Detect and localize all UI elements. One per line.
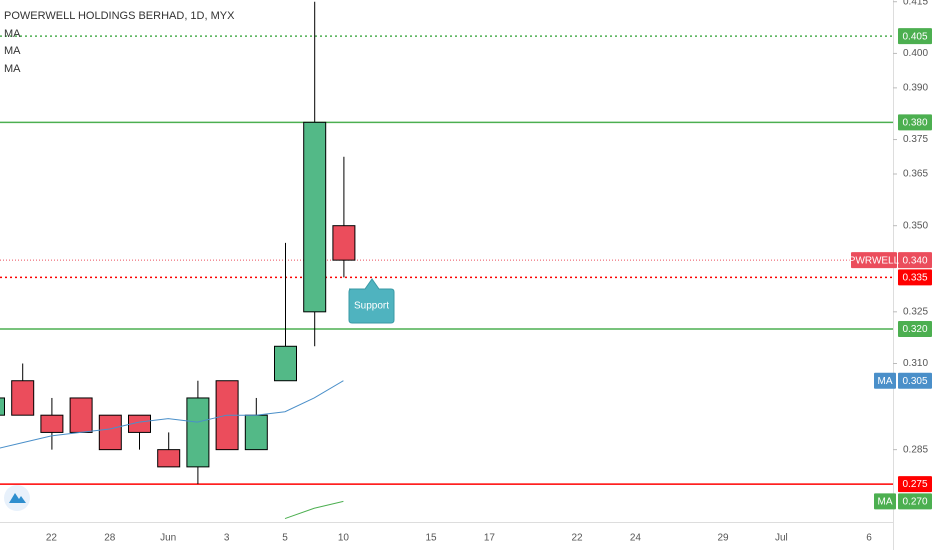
price-badge [898,114,932,131]
candle-body [186,397,210,468]
x-tick-label: 29 [717,533,729,544]
price-badge [851,252,897,269]
ma-line [0,380,344,449]
annotation-bubble [348,278,395,324]
candle-body [157,449,181,468]
legend-entry: MA [4,28,21,40]
x-tick-label: 17 [484,533,496,544]
chart-title: POWERWELL HOLDINGS BERHAD, 1D, MYX [4,10,235,22]
x-tick-label: 10 [338,533,350,544]
candle-body [98,414,122,451]
x-tick-label: 6 [866,533,872,544]
x-tick-label: 22 [571,533,583,544]
price-badge [898,269,932,286]
price-badge-label: PWRWELL [849,255,900,266]
logo-icon[interactable] [9,493,26,503]
y-tick-label: 0.400 [903,48,928,59]
x-tick-label: 15 [425,533,437,544]
candle-body [128,414,151,433]
candle-body [40,414,64,433]
price-badge [874,493,896,510]
price-badge-label: MA [878,376,893,387]
y-tick-label: 0.310 [903,358,928,369]
y-tick-label: 0.390 [903,83,928,94]
price-badge-label: 0.270 [902,496,927,507]
price-badge-label: 0.305 [902,376,927,387]
x-tick-label: 28 [104,533,116,544]
price-badge-label: 0.320 [902,324,927,335]
candle-body [274,345,297,382]
x-tick-label: 24 [630,533,642,544]
annotation-text: Support [354,301,389,312]
x-tick-label: Jun [160,533,176,544]
candle-body [303,121,327,313]
price-badge-label: 0.405 [902,31,927,42]
x-tick-label: Jul [775,533,788,544]
price-badge [874,372,896,389]
x-tick-label: 5 [282,533,288,544]
x-tick-label: 22 [46,533,58,544]
price-badge [898,28,932,45]
candle-body [244,414,268,451]
ma-line [284,500,344,520]
price-badge-label: 0.380 [902,117,927,128]
logo[interactable] [4,485,30,511]
price-badge-label: 0.335 [902,273,927,284]
y-tick-label: 0.415 [903,0,928,7]
price-badge [898,252,932,269]
candle-body [11,380,35,416]
x-tick-label: 3 [224,533,230,544]
price-badge [898,493,932,510]
legend-entry: MA [4,63,21,75]
candle-body [0,397,5,416]
price-badge-label: 0.340 [902,255,927,266]
candle-body [69,397,93,433]
legend-entry: MA [4,45,21,57]
price-badge-label: 0.275 [902,479,927,490]
price-badge [898,372,932,389]
price-badge-label: MA [878,496,893,507]
y-tick-label: 0.375 [903,134,928,145]
candle-body [332,225,356,261]
price-badge [898,321,932,338]
y-tick-label: 0.365 [903,169,928,180]
price-badge [898,476,932,493]
y-tick-label: 0.325 [903,306,928,317]
y-tick-label: 0.285 [903,444,928,455]
y-tick-label: 0.350 [903,220,928,231]
